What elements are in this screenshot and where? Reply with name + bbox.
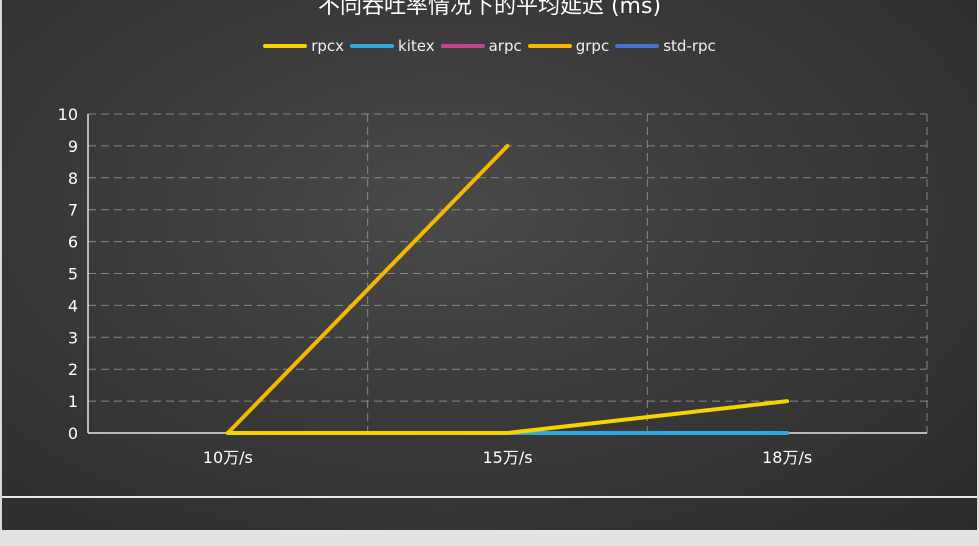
legend-label-arpc: arpc	[488, 37, 522, 55]
bottom-strip	[0, 530, 979, 546]
legend-item-std-rpc: std-rpc	[615, 37, 716, 55]
y-tick-label: 6	[68, 233, 78, 252]
legend-label-kitex: kitex	[398, 37, 435, 55]
legend-item-rpcx: rpcx	[263, 37, 344, 55]
y-tick-label: 10	[58, 105, 78, 124]
legend-swatch-grpc	[527, 44, 572, 48]
y-tick-label: 7	[68, 201, 78, 220]
x-tick-label: 10万/s	[203, 448, 253, 467]
chart-title: 不同吞吐率情况下的平均延迟 (ms)	[317, 0, 662, 19]
y-tick-label: 9	[68, 137, 78, 156]
legend-label-grpc: grpc	[575, 37, 610, 55]
y-tick-label: 1	[68, 392, 78, 411]
legend-item-kitex: kitex	[350, 37, 435, 55]
legend-label-std-rpc: std-rpc	[663, 37, 716, 55]
legend-label-rpcx: rpcx	[311, 37, 345, 55]
y-tick-label: 4	[68, 296, 78, 315]
y-tick-label: 2	[68, 360, 78, 379]
line-chart-plot: 0 1 2 3 4 5 6 7 8 9 10 10万/s 15万/s 18万/s	[58, 105, 928, 467]
series-line-grpc	[225, 143, 510, 435]
chart-legend: rpcx kitex arpc grpc std-rpc	[2, 37, 977, 55]
legend-swatch-rpcx	[263, 44, 308, 48]
footer-divider	[2, 496, 977, 498]
legend-item-arpc: arpc	[440, 37, 522, 55]
y-tick-label: 8	[68, 169, 78, 188]
y-tick-label: 3	[68, 328, 78, 347]
legend-swatch-kitex	[350, 44, 395, 48]
y-tick-label: 0	[68, 424, 78, 443]
legend-swatch-arpc	[440, 44, 485, 48]
x-tick-label: 15万/s	[482, 448, 532, 467]
x-tick-label: 18万/s	[762, 448, 812, 467]
legend-item-grpc: grpc	[527, 37, 610, 55]
y-tick-label: 5	[68, 265, 78, 284]
chart-background: 不同吞吐率情况下的平均延迟 (ms) rpcx kitex arpc grpc …	[2, 0, 977, 530]
series-line-rpcx	[225, 399, 790, 435]
legend-swatch-std-rpc	[615, 44, 660, 48]
